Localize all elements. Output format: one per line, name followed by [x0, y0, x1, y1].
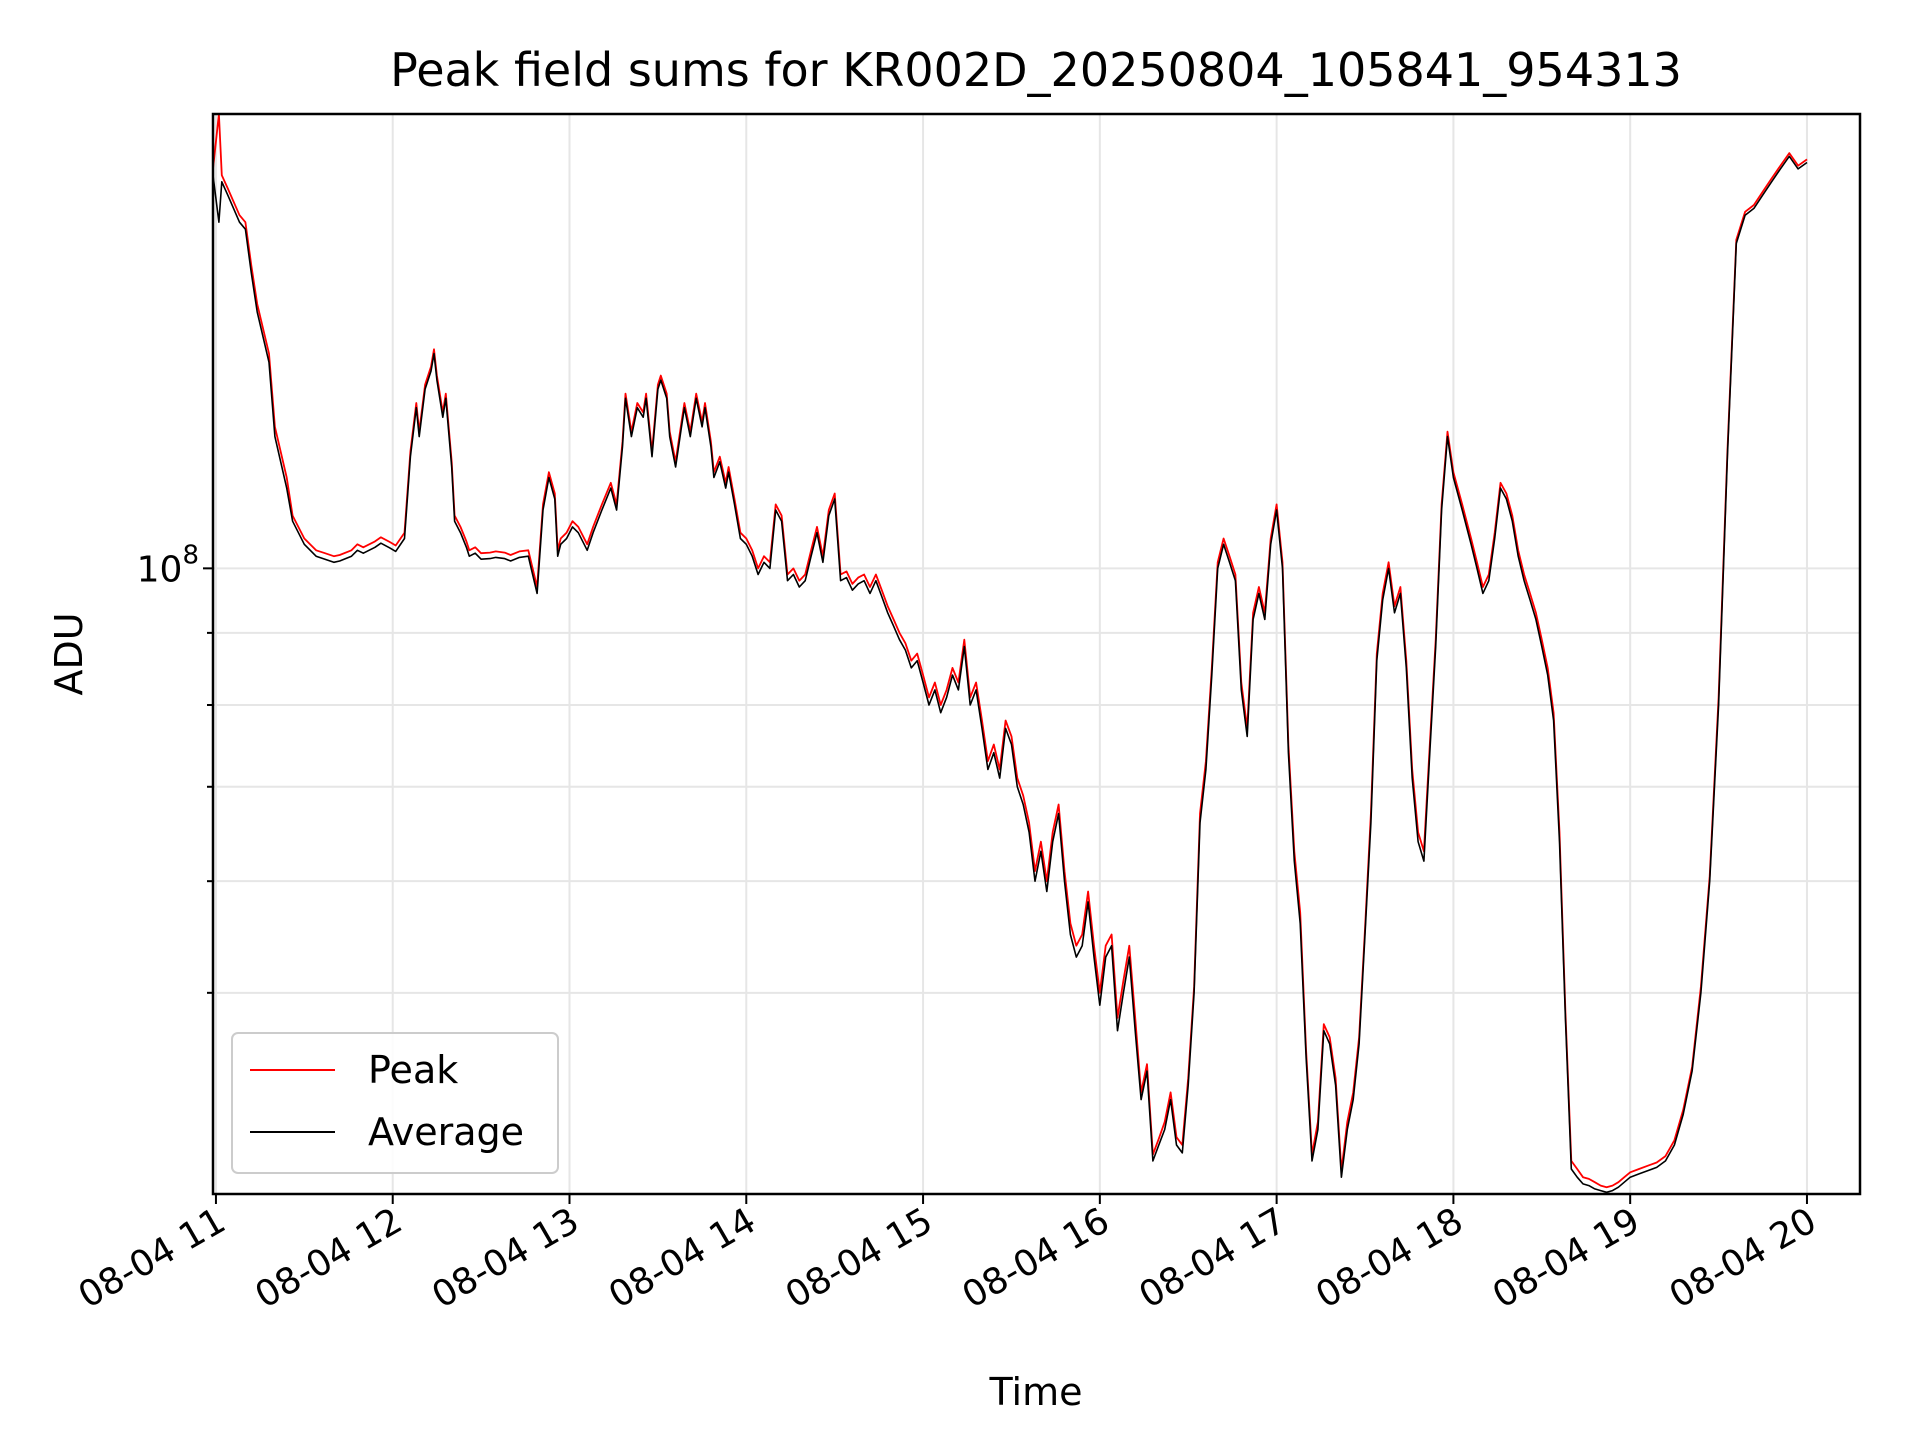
- grid-layer: [213, 114, 1860, 1194]
- x-tick-label: 08-04 17: [1132, 1200, 1293, 1316]
- legend: Peak Average: [231, 1032, 559, 1174]
- legend-label-average: Average: [368, 1110, 524, 1154]
- x-tick-label: 08-04 14: [602, 1200, 763, 1316]
- x-tick-label: 08-04 19: [1486, 1200, 1647, 1316]
- series-layer: [212, 113, 1808, 1194]
- legend-label-peak: Peak: [368, 1048, 458, 1092]
- y-axis-label: ADU: [47, 612, 91, 695]
- x-tick-label: 08-04 20: [1663, 1200, 1824, 1316]
- legend-box: [231, 1032, 559, 1174]
- plot-frame: [211, 112, 1862, 1196]
- series-line-average: [212, 155, 1808, 1194]
- x-tick-label: 08-04 15: [779, 1200, 940, 1316]
- y-tick-label: 108: [137, 540, 199, 590]
- chart-title: Peak field sums for KR002D_20250804_1058…: [390, 43, 1682, 97]
- x-tick-label: 08-04 11: [72, 1200, 233, 1316]
- x-tick-label: 08-04 12: [249, 1200, 410, 1316]
- x-tick-label: 08-04 18: [1309, 1200, 1470, 1316]
- series-line-peak: [212, 113, 1808, 1189]
- x-axis-label: Time: [989, 1370, 1083, 1414]
- ticks-layer: 08-04 11 08-04 12 08-04 13 08-04 14 08-04 15…: [72, 540, 1824, 1316]
- x-tick-label: 08-04 13: [425, 1200, 586, 1316]
- x-tick-label: 08-04 16: [956, 1200, 1117, 1316]
